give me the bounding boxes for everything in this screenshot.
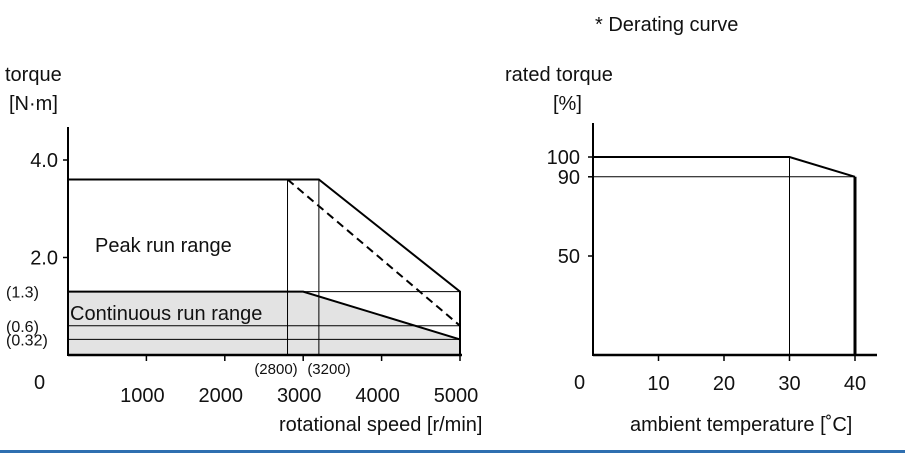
left-xref-label-2800: (2800)	[254, 361, 297, 378]
left-xref-label-3200: (3200)	[307, 361, 350, 378]
peak-run-range-label: Peak run range	[95, 235, 232, 257]
right-ytick-label-100: 100	[547, 147, 580, 169]
right-chart: rated torque [%] 0 ambient temperature […	[505, 64, 877, 436]
left-xtick-label-1000: 1000	[120, 385, 165, 407]
figure-title: * Derating curve	[595, 14, 738, 36]
right-xtick-label-30: 30	[778, 373, 800, 395]
left-ylabel-line1: torque	[5, 64, 62, 86]
left-chart: torque [N·m] 0 rotational speed [r/min] …	[5, 64, 482, 436]
peak-run-line	[68, 178, 461, 355]
left-xtick-label-2000: 2000	[199, 385, 244, 407]
left-ytick-label-2.0: 2.0	[30, 248, 58, 270]
continuous-run-line	[68, 290, 461, 341]
left-plot-area: 4.0 2.0 (1.3) (0.6)(0.32) 1000 2000 3000 4000 50…	[6, 150, 478, 407]
right-ytick-label-50: 50	[558, 246, 580, 268]
left-yref-label-0.32: (0.32)	[6, 332, 48, 349]
right-xtick-label-20: 20	[713, 373, 735, 395]
continuous-run-range-label: Continuous run range	[70, 303, 262, 325]
right-ylabel-line1: rated torque	[505, 64, 613, 86]
right-origin-label: 0	[574, 372, 585, 394]
derating-line	[593, 156, 856, 178]
left-xlabel: rotational speed [r/min]	[279, 414, 482, 436]
right-xlabel: ambient temperature [˚C]	[630, 414, 852, 436]
peak-run-dashed-line	[286, 178, 461, 327]
left-xtick-label-5000: 5000	[434, 385, 479, 407]
left-xtick-label-3000: 3000	[277, 385, 322, 407]
left-ylabel-line2: [N·m]	[9, 93, 58, 115]
right-xtick-label-40: 40	[844, 373, 866, 395]
right-ylabel-line2: [%]	[553, 93, 582, 115]
bottom-rule	[0, 450, 905, 453]
right-ytick-label-90: 90	[558, 167, 580, 189]
left-origin-label: 0	[34, 372, 45, 394]
left-ytick-label-4.0: 4.0	[30, 150, 58, 172]
left-xtick-label-4000: 4000	[355, 385, 400, 407]
left-yref-label-0.6: (0.6)	[6, 319, 39, 336]
left-yref-label-1.3: (1.3)	[6, 285, 39, 302]
right-xtick-label-10: 10	[647, 373, 669, 395]
